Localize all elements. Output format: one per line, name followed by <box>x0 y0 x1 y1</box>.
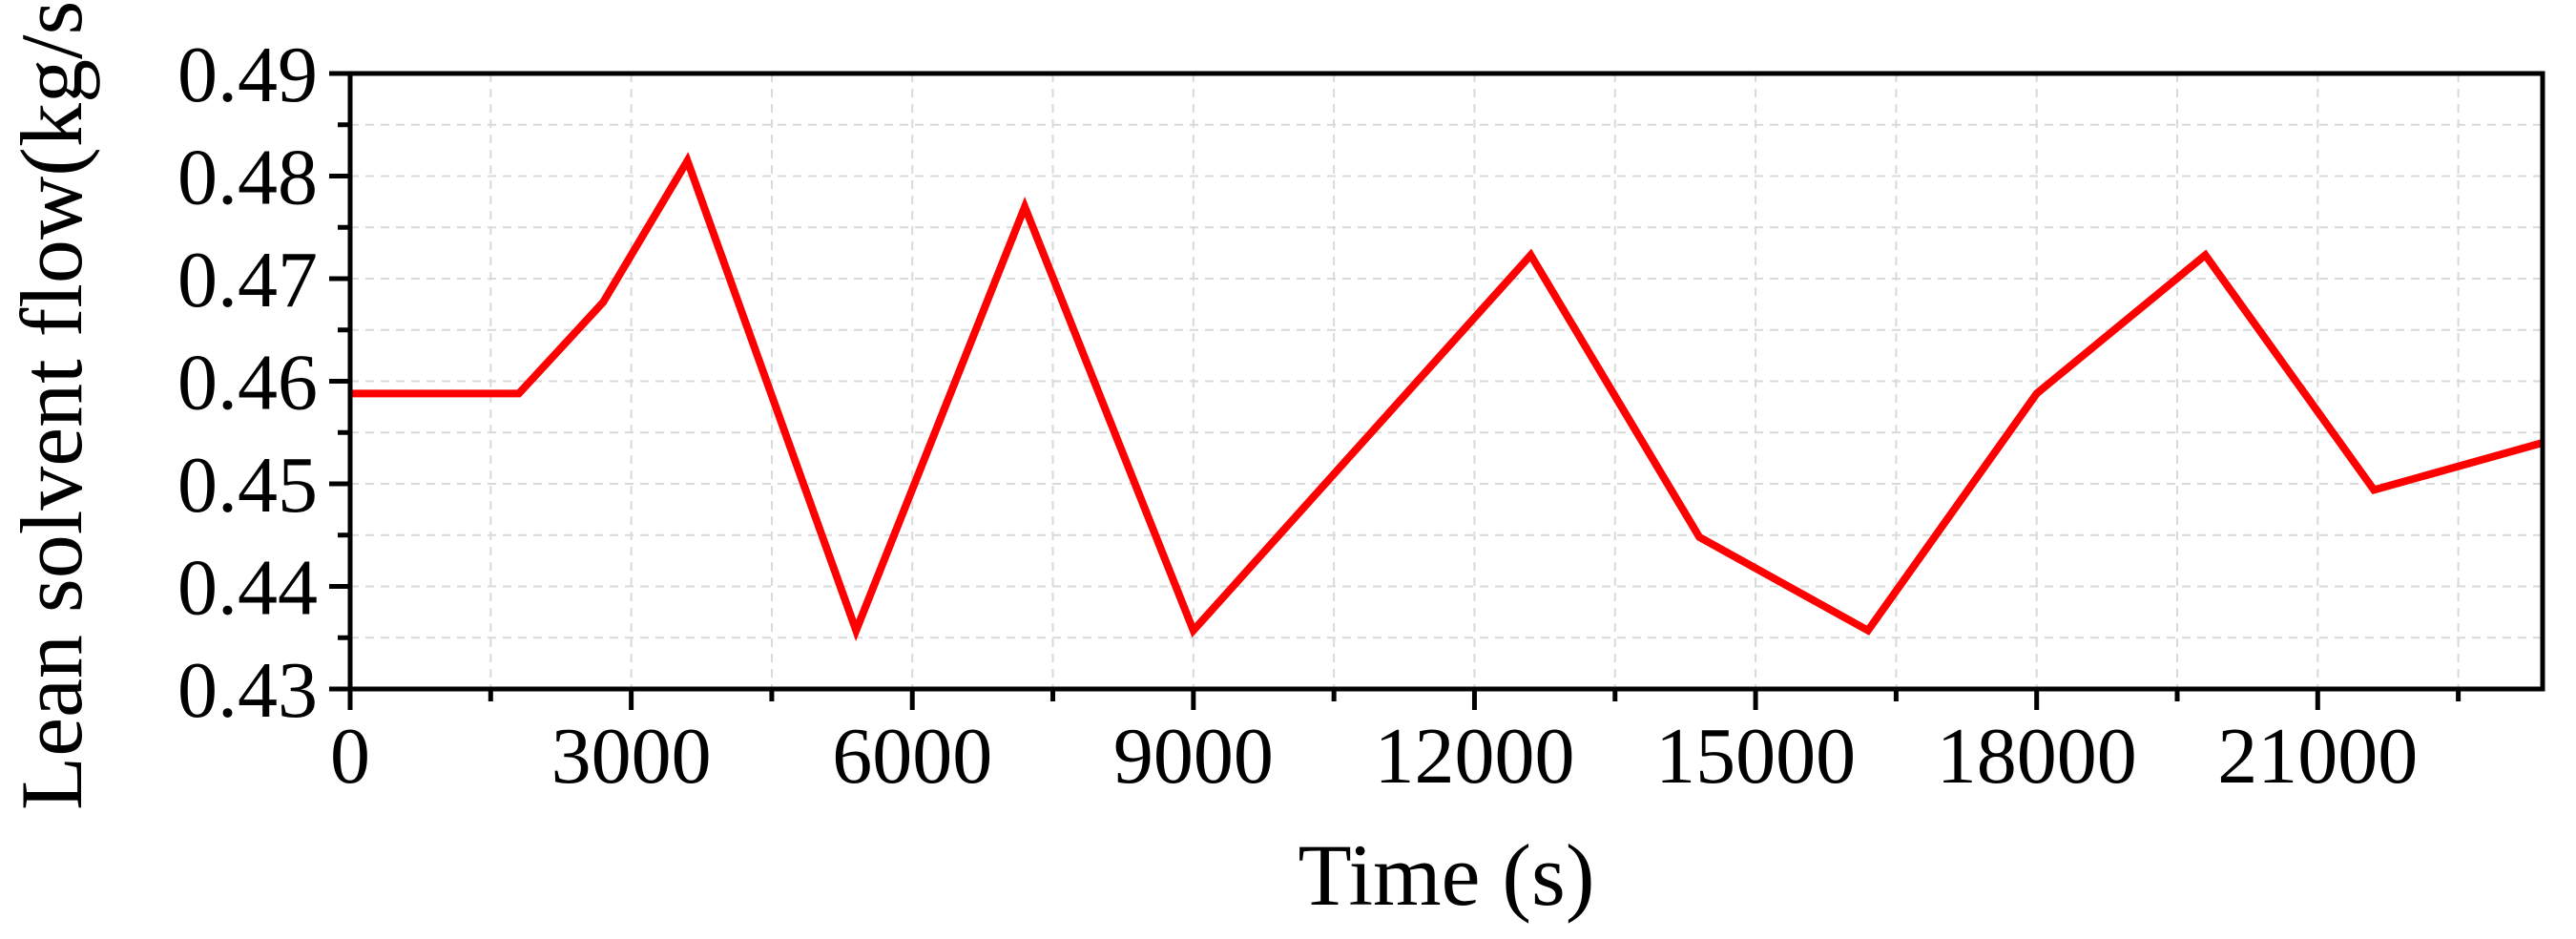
x-tick-label: 12000 <box>1374 712 1574 801</box>
y-tick-label: 0.49 <box>177 31 318 119</box>
y-tick-label: 0.43 <box>177 646 318 735</box>
x-tick-label: 3000 <box>551 712 712 801</box>
y-tick-label: 0.45 <box>177 441 318 530</box>
y-tick-label: 0.48 <box>177 134 318 222</box>
series-line-0 <box>350 152 2545 641</box>
y-tick-label: 0.47 <box>177 236 318 324</box>
x-tick-label: 6000 <box>832 712 992 801</box>
x-tick-label: 15000 <box>1655 712 1856 801</box>
x-tick-label: 21000 <box>2217 712 2418 801</box>
y-tick-label: 0.44 <box>177 544 318 633</box>
x-tick-label: 0 <box>330 712 370 801</box>
x-tick-label: 18000 <box>1937 712 2137 801</box>
x-axis-title: Time (s) <box>1298 826 1595 924</box>
grid-layer <box>350 73 2543 689</box>
x-tick-label: 9000 <box>1113 712 1274 801</box>
tick-layer <box>329 71 2462 710</box>
y-axis-title: Lean solvent flow(kg/s) <box>3 0 100 810</box>
y-tick-label: 0.46 <box>177 339 318 428</box>
series-layer <box>350 152 2545 641</box>
tick-label-layer: 0 3000 6000 9000 12000 15000 18000 21000 0.43 0.4… <box>177 31 2418 801</box>
